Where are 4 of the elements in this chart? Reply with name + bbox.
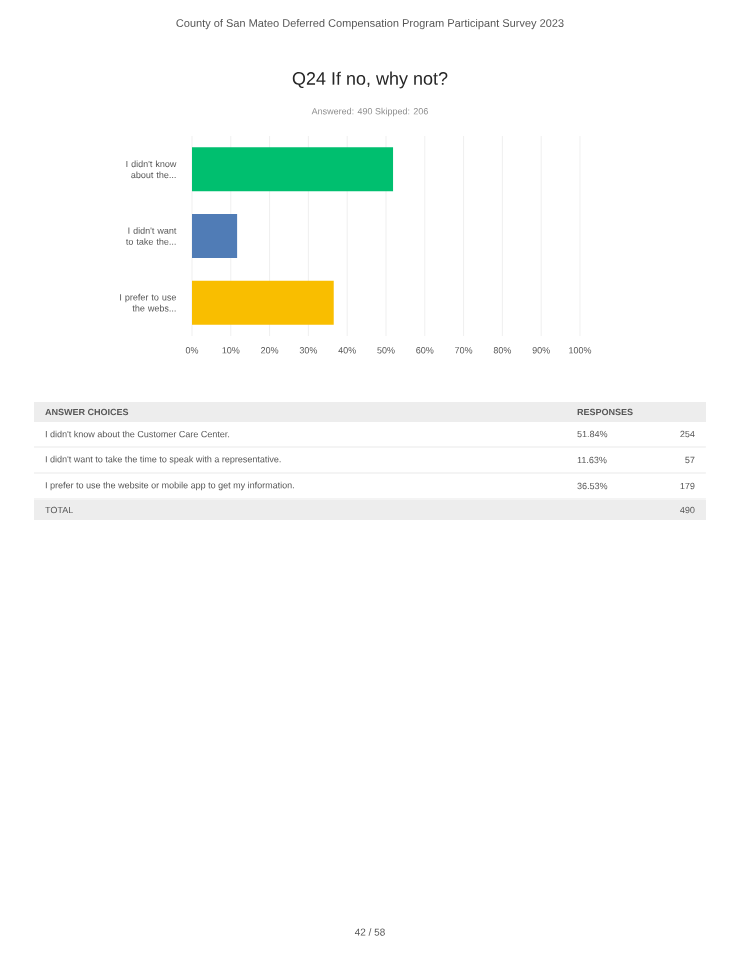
bar [191,280,334,325]
bar [191,214,238,259]
chart-title: Q24 If no, why not? [292,71,448,89]
bar [191,147,394,192]
